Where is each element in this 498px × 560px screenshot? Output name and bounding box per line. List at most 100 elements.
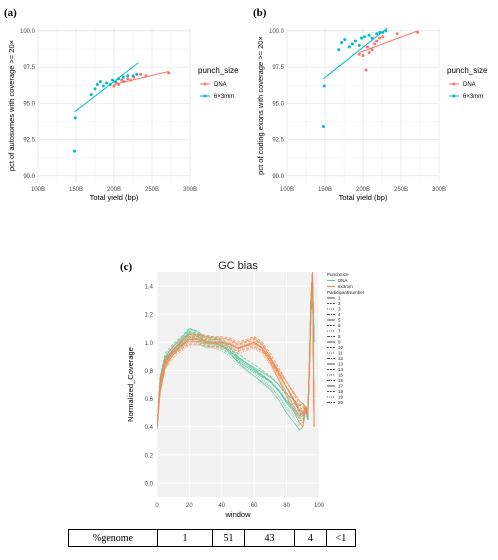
y-axis-label: Normalized_Coverage bbox=[126, 347, 135, 422]
legend-title: ParticipantNumber bbox=[327, 290, 365, 295]
x-tick-label: 150B bbox=[318, 187, 332, 193]
data-point bbox=[167, 71, 171, 75]
legend-label: 11 bbox=[338, 351, 343, 356]
legend-label: DNA bbox=[338, 278, 348, 283]
data-point bbox=[357, 52, 361, 56]
data-point bbox=[93, 87, 97, 91]
genome-cell: <1 bbox=[326, 529, 356, 547]
data-point bbox=[378, 36, 382, 40]
genome-cell: 51 bbox=[212, 529, 245, 547]
series-line bbox=[157, 272, 315, 427]
data-point bbox=[416, 30, 420, 34]
data-point bbox=[73, 116, 77, 120]
series-line bbox=[157, 278, 315, 430]
legend-title: punch_size bbox=[198, 66, 239, 75]
data-point bbox=[378, 30, 382, 34]
genome-cell: 43 bbox=[244, 529, 295, 547]
legend-label: 20 bbox=[338, 400, 344, 405]
data-point bbox=[395, 32, 399, 36]
data-point bbox=[72, 149, 76, 153]
legend-label: 6×3mm bbox=[463, 94, 483, 100]
data-point bbox=[375, 39, 379, 43]
data-point bbox=[359, 36, 363, 40]
x-tick-label: 40 bbox=[218, 503, 225, 509]
x-axis-label: window bbox=[224, 510, 251, 519]
data-point bbox=[343, 38, 347, 42]
data-point bbox=[337, 48, 341, 52]
x-tick-label: 20 bbox=[186, 503, 193, 509]
legend-label: 5 bbox=[338, 318, 341, 323]
data-point bbox=[363, 35, 367, 39]
data-point bbox=[126, 74, 130, 78]
legend-swatch-point bbox=[452, 82, 456, 86]
chart-a: (a) 100B 150B 200B 250B 300B 90.0 92.5 95.0 97.5… bbox=[4, 7, 239, 202]
data-point bbox=[98, 80, 102, 84]
y-tick-label: 90.0 bbox=[272, 174, 284, 180]
x-tick-label: 300B bbox=[183, 187, 197, 193]
x-tick-label: 100B bbox=[280, 187, 294, 193]
legend-label: 15 bbox=[338, 373, 344, 378]
data-point bbox=[117, 82, 121, 86]
legend-label: DNA bbox=[463, 82, 476, 88]
data-point bbox=[370, 48, 374, 52]
x-tick-label: 300B bbox=[432, 187, 446, 193]
line-group bbox=[157, 272, 315, 431]
data-point bbox=[108, 82, 112, 86]
legend-swatch-point bbox=[203, 94, 207, 98]
legend-label: 6x3mm bbox=[338, 284, 353, 289]
data-point bbox=[89, 93, 93, 97]
legend-label: 12 bbox=[338, 356, 344, 361]
data-point bbox=[322, 84, 326, 88]
trend-line bbox=[323, 27, 388, 80]
data-point bbox=[375, 32, 379, 36]
data-point bbox=[114, 80, 118, 84]
legend-label: 7 bbox=[338, 329, 341, 334]
x-tick-label: 80 bbox=[283, 503, 290, 509]
data-point bbox=[321, 125, 325, 129]
x-axis-label: Total yield (bp) bbox=[90, 193, 139, 202]
legend-swatch-point bbox=[452, 94, 456, 98]
legend-label: 3 bbox=[338, 307, 341, 312]
data-point bbox=[361, 54, 365, 58]
x-tick-label: 150B bbox=[69, 187, 83, 193]
y-axis-label: pct of autosomes with coverage >= 20× bbox=[7, 40, 16, 171]
y-tick-label: 1.2 bbox=[145, 313, 154, 319]
y-tick-label: 1.0 bbox=[145, 341, 154, 347]
data-point bbox=[340, 40, 344, 44]
data-point bbox=[381, 35, 385, 39]
data-point bbox=[131, 74, 135, 78]
y-tick-label: 100.0 bbox=[20, 29, 36, 35]
legend-label: 4 bbox=[338, 312, 341, 317]
legend-label: 9 bbox=[338, 340, 341, 345]
data-point bbox=[139, 72, 143, 76]
data-point bbox=[353, 39, 357, 43]
genome-cell: 1 bbox=[157, 529, 213, 547]
data-point bbox=[121, 75, 125, 79]
data-point bbox=[350, 42, 354, 46]
data-point bbox=[129, 78, 133, 82]
x-tick-label: 100 bbox=[314, 503, 325, 509]
series-line bbox=[157, 272, 315, 427]
data-point bbox=[144, 74, 148, 78]
data-point bbox=[112, 84, 116, 88]
data-point bbox=[384, 29, 388, 33]
data-point bbox=[104, 81, 108, 85]
data-point bbox=[135, 72, 139, 76]
series-line bbox=[157, 272, 315, 428]
x-axis-label: Total yield (bp) bbox=[339, 193, 388, 202]
genome-header: %genome bbox=[68, 529, 158, 547]
genome-cell: 4 bbox=[294, 529, 327, 547]
legend-label: 16 bbox=[338, 378, 344, 383]
panel-label-b: (b) bbox=[253, 7, 267, 19]
y-tick-label: 95.0 bbox=[23, 101, 35, 107]
legend-label: 19 bbox=[338, 395, 344, 400]
x-tick-label: 250B bbox=[394, 187, 408, 193]
data-point bbox=[381, 30, 385, 34]
panel-label-a: (a) bbox=[4, 7, 17, 19]
y-tick-label: 92.5 bbox=[23, 138, 35, 144]
y-tick-label: 0.2 bbox=[145, 453, 154, 459]
data-point bbox=[117, 77, 121, 81]
data-point bbox=[110, 78, 114, 82]
series-line bbox=[157, 272, 315, 427]
x-tick-label: 0 bbox=[155, 503, 159, 509]
